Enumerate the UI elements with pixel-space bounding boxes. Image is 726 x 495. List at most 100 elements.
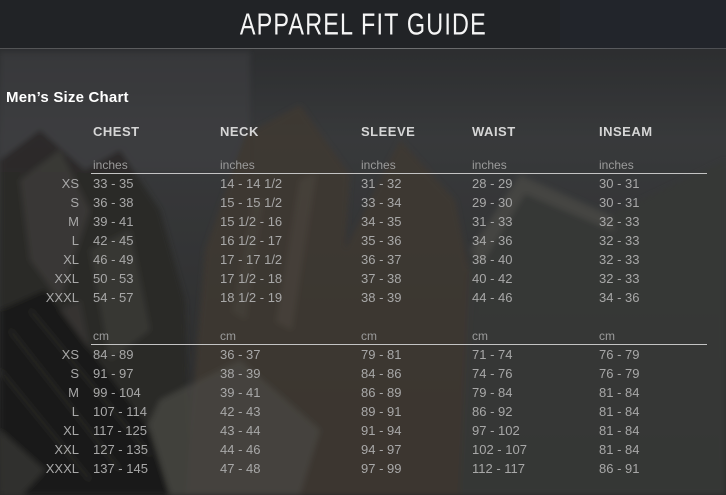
size-label: L (71, 404, 79, 419)
size-label: M (68, 385, 79, 400)
page-title: APPAREL FIT GUIDE (239, 8, 487, 42)
row-label-spacer (0, 154, 93, 174)
measurement-waist-cm: 97 - 102 (472, 423, 520, 438)
size-row-m-inches: M 39 - 41 15 1/2 - 16 34 - 35 31 - 33 32 - 33 (0, 212, 726, 231)
size-row-l-cm: L 107 - 114 42 - 43 89 - 91 86 - 92 81 - 84 (0, 402, 726, 421)
unit-label-chest: inches (93, 158, 128, 172)
measurement-waist-inches: 31 - 33 (472, 214, 513, 229)
measurement-inseam-cm: 76 - 79 (599, 347, 640, 362)
size-row-s-cm: S 91 - 97 38 - 39 84 - 86 74 - 76 76 - 79 (0, 364, 726, 383)
measurement-waist-inches: 34 - 36 (472, 233, 513, 248)
measurement-chest-inches: 46 - 49 (93, 252, 134, 267)
size-row-s-inches: S 36 - 38 15 - 15 1/2 33 - 34 29 - 30 30 - 31 (0, 193, 726, 212)
measurement-sleeve-inches: 38 - 39 (361, 290, 402, 305)
measurement-sleeve-inches: 36 - 37 (361, 252, 402, 267)
measurement-chest-cm: 127 - 135 (93, 442, 148, 457)
size-label: L (71, 233, 79, 248)
unit-label-sleeve: cm (361, 329, 377, 343)
size-row-xl-cm: XL 117 - 125 43 - 44 91 - 94 97 - 102 81 - 84 (0, 421, 726, 440)
measurement-inseam-inches: 32 - 33 (599, 214, 640, 229)
measurement-inseam-cm: 76 - 79 (599, 366, 640, 381)
column-header-row: CHEST NECK SLEEVE WAIST INSEAM (0, 121, 726, 143)
measurement-neck-cm: 42 - 43 (220, 404, 261, 419)
measurement-sleeve-inches: 34 - 35 (361, 214, 402, 229)
header-divider (0, 48, 726, 49)
column-header-neck: NECK (220, 124, 259, 139)
size-row-xxxl-inches: XXXL 54 - 57 18 1/2 - 19 38 - 39 44 - 46 34 -… (0, 288, 726, 307)
measurement-neck-inches: 18 1/2 - 19 (220, 290, 283, 305)
measurement-neck-inches: 17 1/2 - 18 (220, 271, 283, 286)
measurement-chest-inches: 50 - 53 (93, 271, 134, 286)
measurement-waist-inches: 28 - 29 (472, 176, 513, 191)
measurement-inseam-cm: 81 - 84 (599, 385, 640, 400)
size-label: XXXL (45, 461, 79, 476)
measurement-neck-inches: 17 - 17 1/2 (220, 252, 283, 267)
size-row-xl-inches: XL 46 - 49 17 - 17 1/2 36 - 37 38 - 40 32 - 3… (0, 250, 726, 269)
measurement-chest-inches: 33 - 35 (93, 176, 134, 191)
measurement-sleeve-cm: 97 - 99 (361, 461, 402, 476)
measurement-inseam-cm: 81 - 84 (599, 423, 640, 438)
measurement-sleeve-cm: 89 - 91 (361, 404, 402, 419)
measurement-waist-inches: 44 - 46 (472, 290, 513, 305)
unit-label-inseam: cm (599, 329, 615, 343)
unit-label-waist: cm (472, 329, 488, 343)
measurement-sleeve-inches: 33 - 34 (361, 195, 402, 210)
measurement-inseam-cm: 86 - 91 (599, 461, 640, 476)
size-label: S (70, 195, 79, 210)
unit-label-neck: cm (220, 329, 236, 343)
measurement-neck-cm: 36 - 37 (220, 347, 261, 362)
measurement-neck-inches: 16 1/2 - 17 (220, 233, 283, 248)
measurement-sleeve-cm: 86 - 89 (361, 385, 402, 400)
size-row-xxl-inches: XXL 50 - 53 17 1/2 - 18 37 - 38 40 - 42 32 - … (0, 269, 726, 288)
measurement-chest-cm: 91 - 97 (93, 366, 134, 381)
unit-label-sleeve: inches (361, 158, 396, 172)
measurement-inseam-cm: 81 - 84 (599, 404, 640, 419)
measurement-chest-inches: 36 - 38 (93, 195, 134, 210)
measurement-inseam-cm: 81 - 84 (599, 442, 640, 457)
size-label: XXXL (45, 290, 79, 305)
measurement-waist-cm: 102 - 107 (472, 442, 527, 457)
measurement-inseam-inches: 32 - 33 (599, 233, 640, 248)
measurement-chest-inches: 54 - 57 (93, 290, 134, 305)
units-row-inches: inches inches inches inches inches (0, 154, 726, 174)
size-label: XS (61, 176, 79, 191)
measurement-neck-cm: 47 - 48 (220, 461, 261, 476)
measurement-sleeve-inches: 31 - 32 (361, 176, 402, 191)
column-header-chest: CHEST (93, 124, 140, 139)
size-row-xxxl-cm: XXXL 137 - 145 47 - 48 97 - 99 112 - 117 86 -… (0, 459, 726, 478)
measurement-inseam-inches: 34 - 36 (599, 290, 640, 305)
measurement-waist-inches: 29 - 30 (472, 195, 513, 210)
size-row-xs-cm: XS 84 - 89 36 - 37 79 - 81 71 - 74 76 - 79 (0, 345, 726, 364)
page-header: APPAREL FIT GUIDE (0, 8, 726, 42)
measurement-neck-cm: 43 - 44 (220, 423, 261, 438)
size-row-l-inches: L 42 - 45 16 1/2 - 17 35 - 36 34 - 36 32 - 33 (0, 231, 726, 250)
size-label: XL (63, 423, 79, 438)
units-row-cm: cm cm cm cm cm (0, 325, 726, 345)
mens-size-chart-table: CHEST NECK SLEEVE WAIST INSEAM inches inches in… (0, 121, 726, 478)
measurement-neck-cm: 44 - 46 (220, 442, 261, 457)
column-header-waist: WAIST (472, 124, 516, 139)
measurement-inseam-inches: 30 - 31 (599, 176, 640, 191)
measurement-neck-cm: 38 - 39 (220, 366, 261, 381)
measurement-neck-inches: 15 1/2 - 16 (220, 214, 283, 229)
size-row-xs-inches: XS 33 - 35 14 - 14 1/2 31 - 32 28 - 29 30 - 3… (0, 174, 726, 193)
row-label-spacer (0, 325, 93, 345)
measurement-waist-cm: 112 - 117 (472, 461, 526, 476)
measurement-waist-cm: 74 - 76 (472, 366, 513, 381)
measurement-neck-cm: 39 - 41 (220, 385, 261, 400)
measurement-chest-cm: 99 - 104 (93, 385, 141, 400)
measurement-inseam-inches: 30 - 31 (599, 195, 640, 210)
measurement-inseam-inches: 32 - 33 (599, 271, 640, 286)
size-label: XS (61, 347, 79, 362)
measurement-sleeve-cm: 84 - 86 (361, 366, 402, 381)
measurement-chest-cm: 137 - 145 (93, 461, 148, 476)
measurement-sleeve-inches: 35 - 36 (361, 233, 402, 248)
unit-label-inseam: inches (599, 158, 634, 172)
measurement-sleeve-cm: 91 - 94 (361, 423, 402, 438)
size-label: XXL (54, 271, 79, 286)
column-header-inseam: INSEAM (599, 124, 653, 139)
size-label: XXL (54, 442, 79, 457)
size-row-xxl-cm: XXL 127 - 135 44 - 46 94 - 97 102 - 107 81 - … (0, 440, 726, 459)
